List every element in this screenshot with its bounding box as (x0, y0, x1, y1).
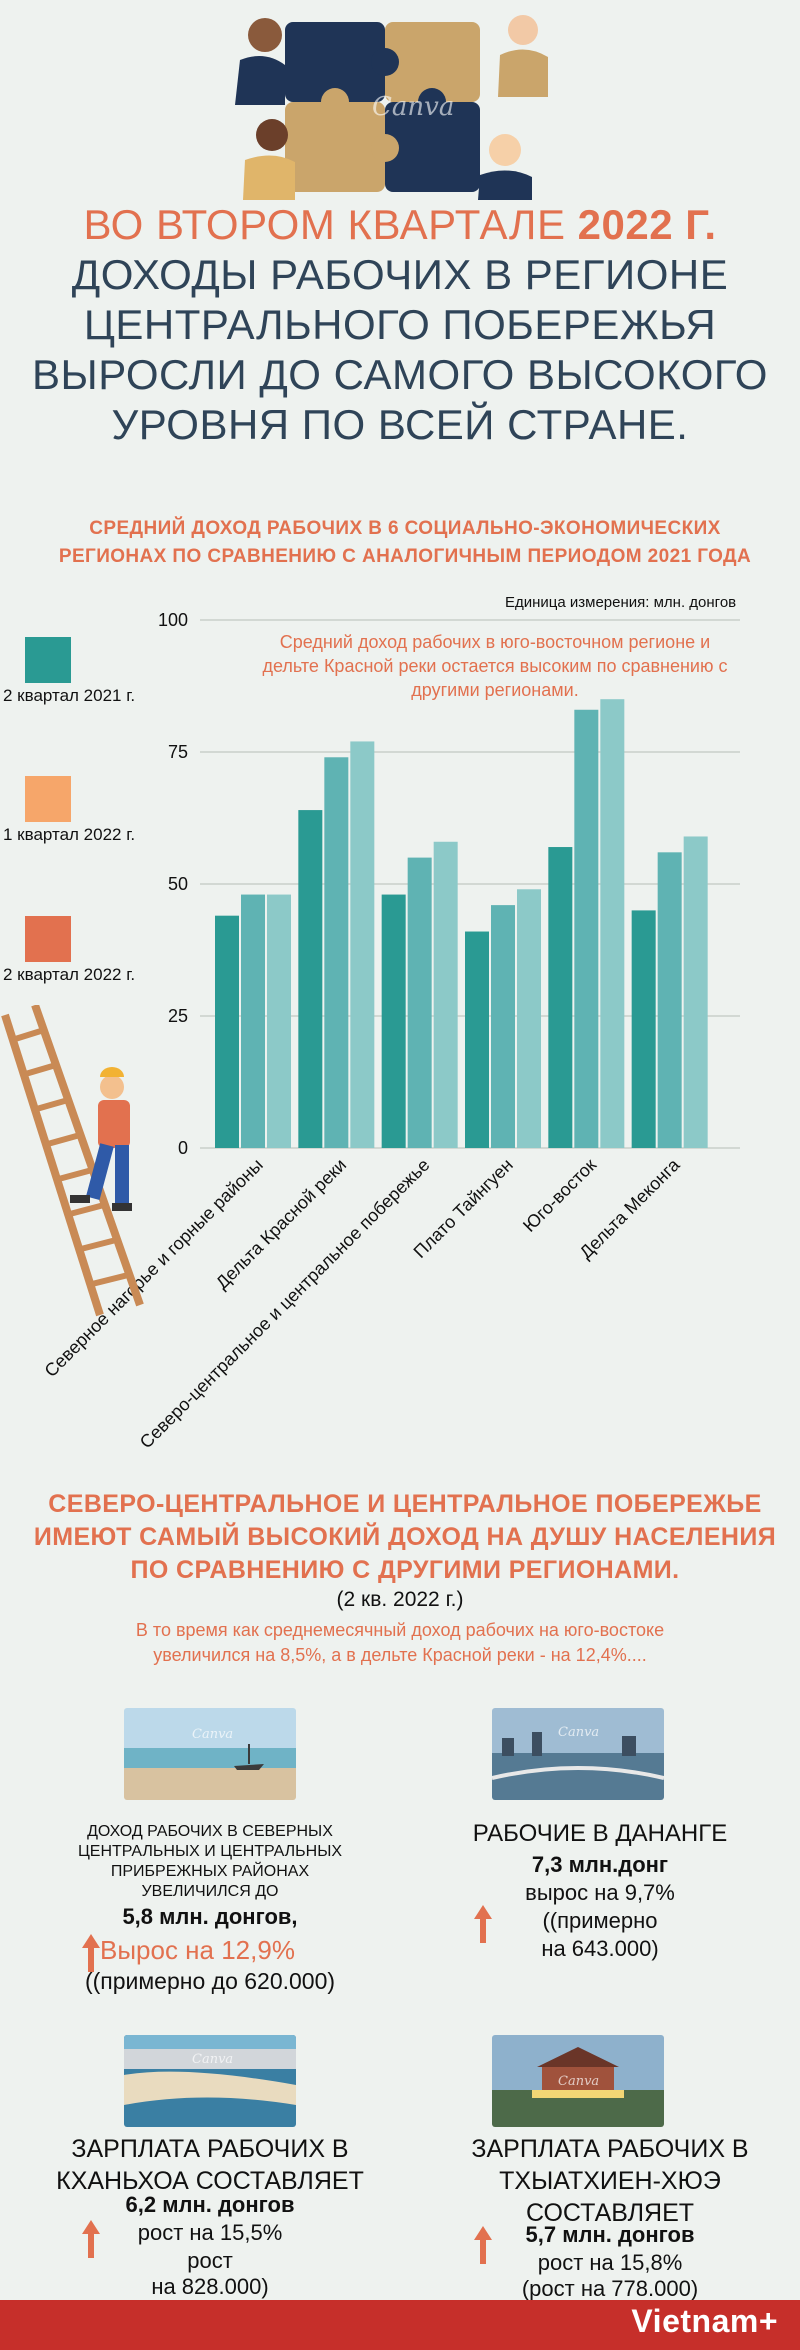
card1-line3: ПРИБРЕЖНЫХ РАЙОНАХ (110, 1863, 310, 1880)
bar-5-series-2 (574, 709, 599, 1148)
bar-6-series-1 (631, 910, 656, 1148)
annotation-line1: Средний доход рабочих в юго-восточном ре… (279, 632, 711, 652)
bar-1-series-3 (267, 894, 291, 1148)
bar-2-series-1 (298, 810, 323, 1148)
hue-citadel-photo: Canva (492, 2035, 664, 2127)
danang-bridge-photo: Canva (492, 1708, 664, 1800)
bar-5-series-3 (600, 699, 625, 1148)
section2-desc-line1: В то время как среднемесячный доход рабо… (135, 1620, 665, 1640)
card1-line1: ДОХОД РАБОЧИХ В СЕВЕРНЫХ (87, 1823, 333, 1840)
bar-4-series-3 (517, 889, 541, 1148)
card4-growth: рост на 15,8% (537, 2250, 683, 2275)
bar-6-series-2 (657, 852, 682, 1148)
section2-title-line1: СЕВЕРО-ЦЕНТРАЛЬНОЕ И ЦЕНТРАЛЬНОЕ ПОБЕРЕЖ… (48, 1490, 762, 1518)
legend-label-q2-2021: 2 квартал 2021 г. (3, 686, 136, 705)
section2-desc-line2: увеличился на 8,5%, а в дельте Красной р… (153, 1645, 647, 1665)
up-arrow-icon (474, 2226, 492, 2264)
y-tick-label: 0 (178, 1138, 188, 1158)
photo1-watermark: Canva (192, 1727, 233, 1742)
y-tick-label: 100 (158, 610, 188, 630)
card1-line2: ЦЕНТРАЛЬНЫХ И ЦЕНТРАЛЬНЫХ (77, 1843, 343, 1860)
card3-line3: рост (187, 2248, 233, 2273)
chart-title-line1: СРЕДНИЙ ДОХОД РАБОЧИХ В 6 СОЦИАЛЬНО-ЭКОН… (89, 518, 721, 539)
y-tick-label: 50 (168, 874, 188, 894)
card3-growth: рост на 15,5% (137, 2220, 283, 2245)
card1-value: 5,8 млн. донгов, (122, 1904, 298, 1929)
y-tick-label: 75 (168, 742, 188, 762)
photo2-watermark: Canva (558, 1725, 599, 1740)
card1-line4: УВЕЛИЧИЛСЯ ДО (141, 1883, 279, 1900)
section2-date: (2 кв. 2022 г.) (336, 1588, 464, 1611)
photo4-watermark: Canva (558, 2074, 599, 2089)
card3-title-line2: КХАНЬХОА СОСТАВЛЯЕТ (56, 2167, 364, 2195)
y-tick-label: 25 (168, 1006, 188, 1026)
bar-1-series-2 (241, 894, 265, 1148)
beach-boats-photo: Canva (124, 1708, 296, 1800)
card4-title-line1: ЗАРПЛАТА РАБОЧИХ В (471, 2135, 749, 2163)
card3-title: ЗАРПЛАТА РАБОЧИХ В КХАНЬХОА СОСТАВЛЯЕТ (30, 2133, 390, 2197)
section2-title-line3: ПО СРАВНЕНИЮ С ДРУГИМИ РЕГИОНАМИ. (130, 1556, 680, 1584)
bar-4-series-2 (491, 905, 515, 1148)
card4-title: ЗАРПЛАТА РАБОЧИХ В ТХЫАТХИЕН-ХЮЭ СОСТАВЛ… (430, 2133, 790, 2229)
legend-swatch-q2-2022 (25, 916, 71, 962)
photo3-watermark: Canva (192, 2052, 233, 2067)
card2-growth: вырос на 9,7% (525, 1880, 675, 1905)
bar-3-series-2 (407, 857, 432, 1148)
up-arrow-icon (474, 1905, 492, 1943)
title-year: 2022 Г. (577, 201, 717, 248)
card-north-central-desc: ДОХОД РАБОЧИХ В СЕВЕРНЫХ ЦЕНТРАЛЬНЫХ И Ц… (40, 1822, 380, 1902)
card3-value: 6,2 млн. донгов (125, 2192, 295, 2217)
card4-value: 5,7 млн. донгов (525, 2222, 695, 2247)
annotation-line2: дельте Красной реки остается высоким по … (262, 656, 728, 676)
footer-bar (0, 2300, 800, 2350)
section2-description: В то время как среднемесячный доход рабо… (40, 1618, 760, 1668)
title-line5: УРОВНЯ ПО ВСЕЙ СТРАНЕ. (111, 401, 689, 448)
card2-approx2: на 643.000) (541, 1936, 659, 1961)
card2-approx1: ((примерно (542, 1908, 658, 1933)
chart-title: СРЕДНИЙ ДОХОД РАБОЧИХ В 6 СОЦИАЛЬНО-ЭКОН… (10, 515, 800, 571)
chart-unit: Единица измерения: млн. донгов (505, 594, 737, 611)
card3-line4: на 828.000) (151, 2274, 269, 2299)
bar-2-series-2 (324, 757, 349, 1148)
vietnamplus-logo[interactable]: Vietnam+ (631, 2303, 778, 2339)
card2-title: РАБОЧИЕ В ДАНАНГЕ (472, 1820, 728, 1847)
chart-annotation: Средний доход рабочих в юго-восточном ре… (195, 630, 795, 702)
bar-5-series-1 (548, 847, 573, 1148)
annotation-line3: другими регионами. (411, 680, 579, 700)
bar-3-series-1 (381, 894, 406, 1148)
bar-3-series-3 (433, 841, 458, 1148)
title-line1-prefix: ВО ВТОРОМ КВАРТАЛЕ (83, 201, 578, 248)
legend-label-q2-2022: 2 квартал 2022 г. (3, 965, 136, 984)
bar-2-series-3 (350, 741, 375, 1148)
section2-title-line2: ИМЕЮТ САМЫЙ ВЫСОКИЙ ДОХОД НА ДУШУ НАСЕЛЕ… (33, 1523, 777, 1551)
card2-value: 7,3 млн.донг (531, 1852, 669, 1877)
canva-watermark: Canva (372, 92, 454, 122)
section2-title: СЕВЕРО-ЦЕНТРАЛЬНОЕ И ЦЕНТРАЛЬНОЕ ПОБЕРЕЖ… (10, 1488, 800, 1587)
chart-title-line2: РЕГИОНАХ ПО СРАВНЕНИЮ С АНАЛОГИЧНЫМ ПЕРИ… (58, 546, 752, 567)
card4-title-line3: СОСТАВЛЯЕТ (525, 2199, 695, 2227)
bar-6-series-3 (683, 836, 708, 1148)
card4-title-line2: ТХЫАТХИЕН-ХЮЭ (499, 2167, 721, 2195)
category-label: Юго-восток (519, 1155, 600, 1236)
ladder-worker-illustration (1, 1005, 144, 1317)
card3-title-line1: ЗАРПЛАТА РАБОЧИХ В (71, 2135, 349, 2163)
bar-4-series-1 (465, 931, 489, 1148)
hero-puzzle-illustration: Canva (235, 15, 548, 200)
bar-1-series-1 (215, 915, 239, 1148)
page-title: ВО ВТОРОМ КВАРТАЛЕ 2022 Г. ДОХОДЫ РАБОЧИ… (0, 200, 800, 450)
khanhhoa-coast-photo: Canva (124, 2035, 296, 2127)
title-line2: ДОХОДЫ РАБОЧИХ В РЕГИОНЕ (71, 251, 729, 298)
category-label: Северо-центральное и центральное побереж… (136, 1155, 434, 1453)
card1-growth: Вырос на 12,9% (100, 1935, 295, 1965)
up-arrow-icon (82, 2220, 100, 2258)
legend-swatch-q1-2022 (25, 776, 71, 822)
title-line3: ЦЕНТРАЛЬНОГО ПОБЕРЕЖЬЯ (83, 301, 717, 348)
card4-approx: (рост на 778.000) (521, 2276, 699, 2301)
legend-swatch-q2-2021 (25, 637, 71, 683)
up-arrow-icon (82, 1934, 100, 1972)
title-line4: ВЫРОСЛИ ДО САМОГО ВЫСОКОГО (32, 351, 768, 398)
legend-label-q1-2022: 1 квартал 2022 г. (3, 825, 136, 844)
card1-approx: ((примерно до 620.000) (84, 1968, 336, 1994)
